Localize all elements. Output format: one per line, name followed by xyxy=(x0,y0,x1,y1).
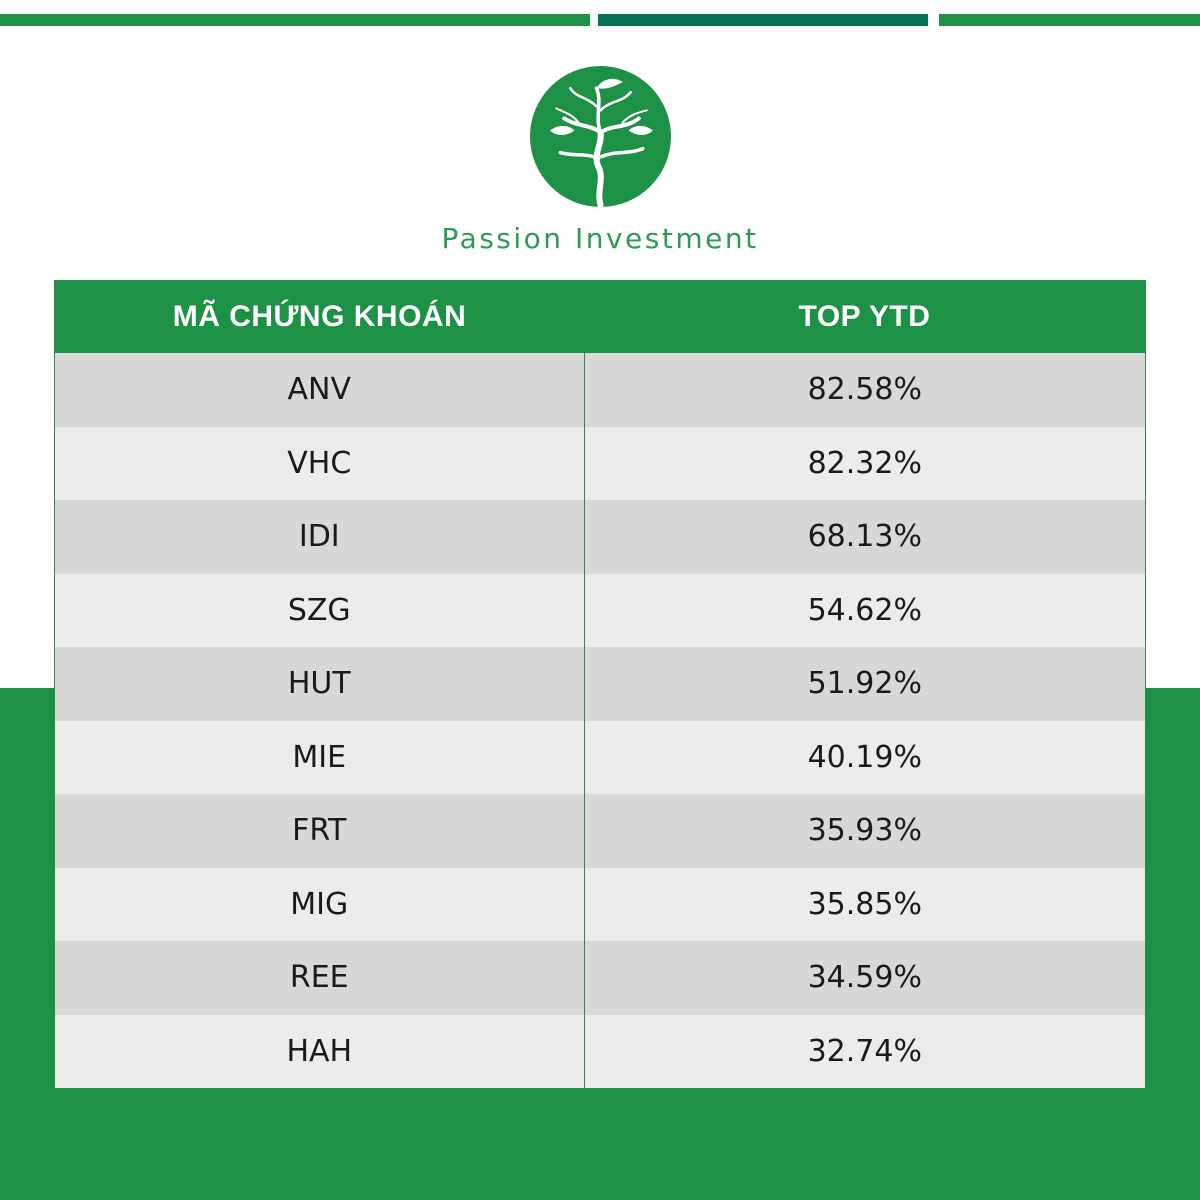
ticker-cell: HAH xyxy=(55,1014,585,1088)
table-row: REE 34.59% xyxy=(55,941,1145,1015)
ytd-cell: 40.19% xyxy=(807,739,922,775)
ytd-cell: 34.59% xyxy=(807,960,922,996)
ticker-cell: VHC xyxy=(55,426,585,500)
ytd-cell: 35.85% xyxy=(807,886,922,922)
ticker-cell: IDI xyxy=(55,500,585,574)
ytd-cell: 51.92% xyxy=(807,666,922,702)
table-row: ANV 82.58% xyxy=(55,353,1145,427)
ticker-cell: MIG xyxy=(55,867,585,941)
top-bar-middle xyxy=(598,14,928,26)
top-bar-right xyxy=(939,14,1200,26)
table-body: ANV 82.58% VHC 82.32% IDI 68.13% SZG 54.62% HUT 5… xyxy=(55,353,1145,1088)
brand-name: Passion Investment xyxy=(441,222,759,255)
ticker-cell: ANV xyxy=(55,353,585,427)
table-row: FRT 35.93% xyxy=(55,794,1145,868)
ticker-cell: FRT xyxy=(55,794,585,868)
table-row: IDI 68.13% xyxy=(55,500,1145,574)
table-row: HUT 51.92% xyxy=(55,647,1145,721)
top-bar-left xyxy=(0,14,590,26)
ytd-cell: 54.62% xyxy=(807,592,922,628)
stock-table: MÃ CHỨNG KHOÁN TOP YTD ANV 82.58% VHC 82.32… xyxy=(54,280,1146,1089)
table-row: SZG 54.62% xyxy=(55,573,1145,647)
ytd-cell: 68.13% xyxy=(807,519,922,555)
ticker-cell: MIE xyxy=(55,720,585,794)
ytd-cell: 35.93% xyxy=(807,813,922,849)
table-row: VHC 82.32% xyxy=(55,426,1145,500)
header-top-ytd: TOP YTD xyxy=(798,300,931,333)
ticker-cell: REE xyxy=(55,941,585,1015)
table-row: MIE 40.19% xyxy=(55,720,1145,794)
table-row: MIG 35.85% xyxy=(55,867,1145,941)
ytd-cell: 32.74% xyxy=(807,1033,922,1069)
table-header: MÃ CHỨNG KHOÁN TOP YTD xyxy=(55,281,1145,353)
ytd-cell: 82.58% xyxy=(807,372,922,408)
table-row: HAH 32.74% xyxy=(55,1014,1145,1088)
header-ticker: MÃ CHỨNG KHOÁN xyxy=(172,300,467,333)
tree-logo-icon xyxy=(530,66,671,207)
ytd-cell: 82.32% xyxy=(807,445,922,481)
ticker-cell: HUT xyxy=(55,647,585,721)
ticker-cell: SZG xyxy=(55,573,585,647)
